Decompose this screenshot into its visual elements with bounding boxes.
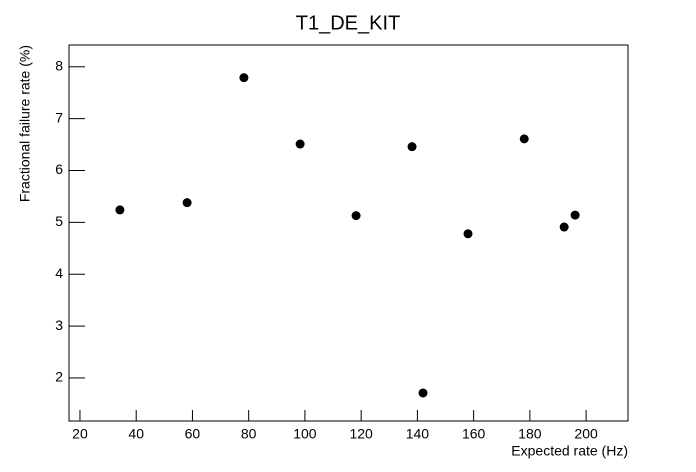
x-tick-label: 180 <box>518 426 542 442</box>
y-tick-label: 7 <box>55 109 63 125</box>
x-tick-label: 40 <box>128 426 144 442</box>
data-point <box>519 134 529 144</box>
x-tick-label: 200 <box>574 426 598 442</box>
y-tick-label: 3 <box>55 317 63 333</box>
data-point <box>559 222 569 232</box>
x-tick-label: 100 <box>293 426 317 442</box>
data-point <box>463 229 473 239</box>
x-tick-label: 20 <box>72 426 88 442</box>
x-tick-label: 60 <box>185 426 201 442</box>
data-point <box>239 73 249 83</box>
y-tick-label: 5 <box>55 213 63 229</box>
x-axis-label: Expected rate (Hz) <box>511 443 628 459</box>
y-tick-label: 2 <box>55 369 63 385</box>
y-tick-label: 6 <box>55 161 63 177</box>
plot-frame <box>68 44 629 422</box>
x-tick-label: 120 <box>349 426 373 442</box>
x-tick-label: 80 <box>241 426 257 442</box>
data-point <box>407 142 417 152</box>
data-point <box>418 388 428 398</box>
chart-title: T1_DE_KIT <box>296 12 400 34</box>
data-point <box>295 139 305 149</box>
x-tick-label: 160 <box>462 426 486 442</box>
data-point <box>351 211 361 221</box>
y-axis-label: Fractional failure rate (%) <box>17 45 33 202</box>
x-tick-label: 140 <box>406 426 430 442</box>
data-point <box>182 198 192 208</box>
data-point <box>115 205 125 215</box>
data-point <box>570 210 580 220</box>
y-tick-label: 4 <box>55 265 63 281</box>
y-tick-label: 8 <box>55 57 63 73</box>
